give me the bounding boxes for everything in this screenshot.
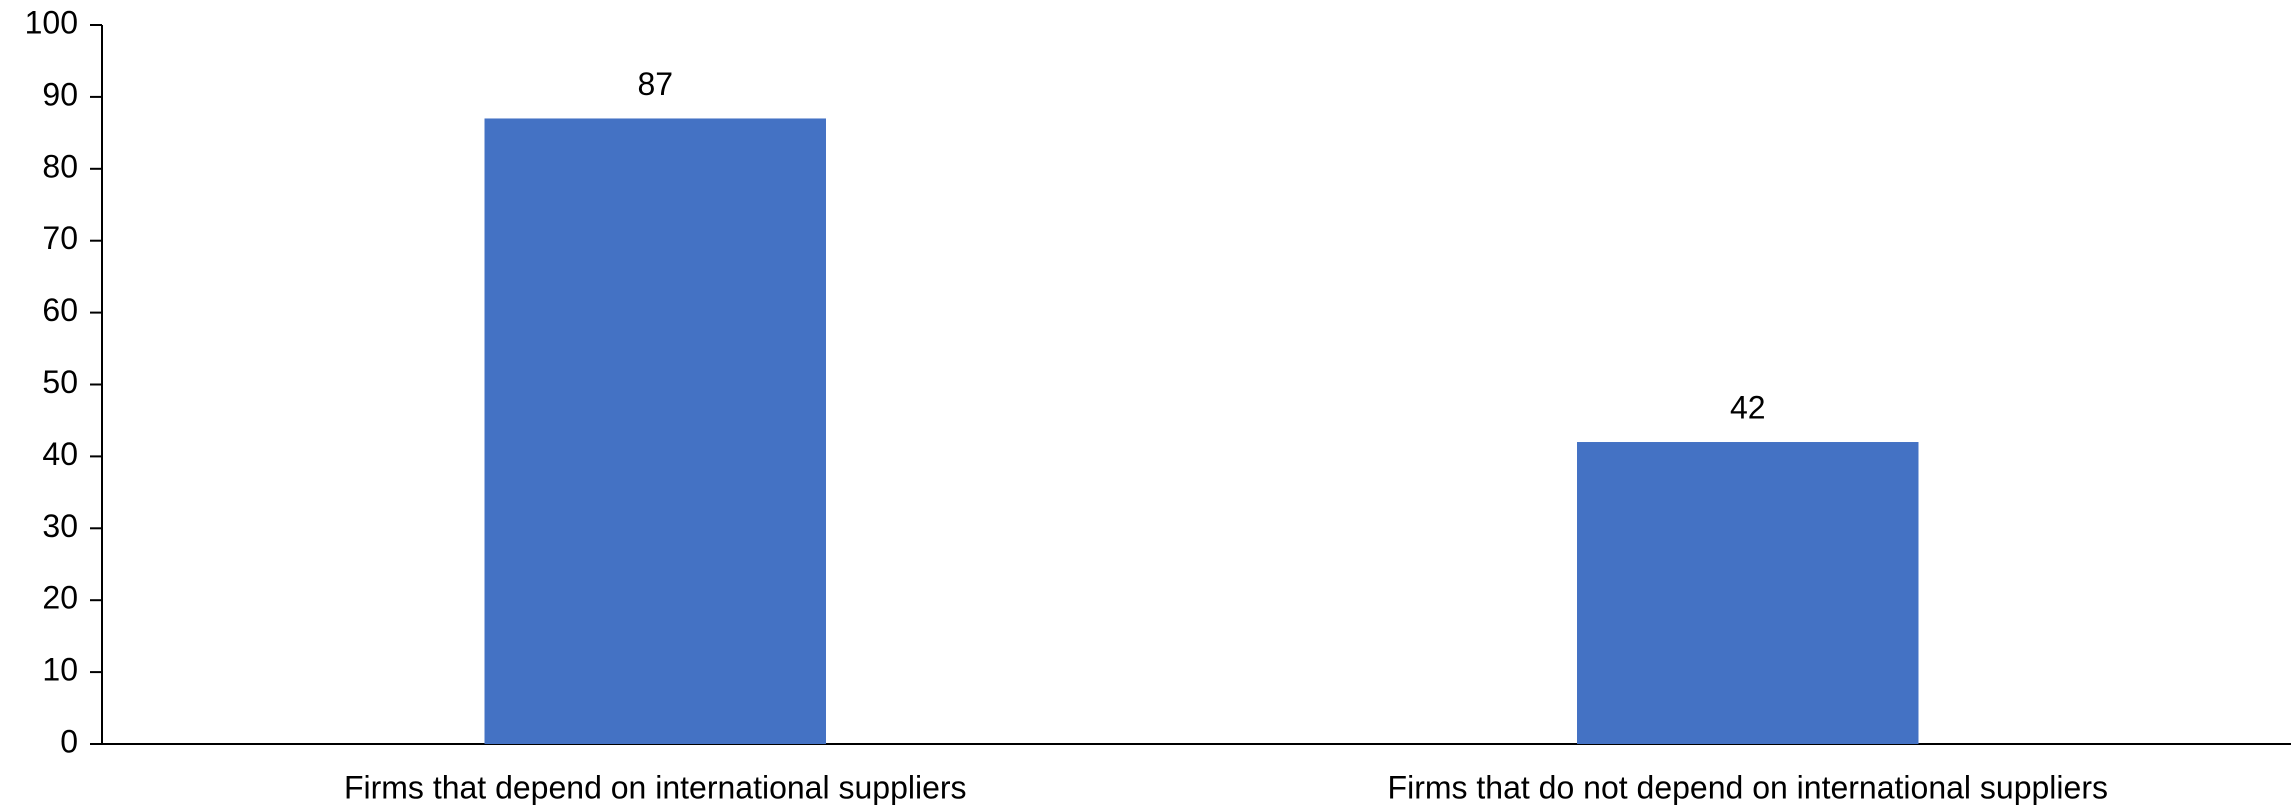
bar bbox=[484, 118, 826, 745]
y-tick-label: 30 bbox=[42, 508, 78, 544]
y-tick-label: 10 bbox=[42, 652, 78, 688]
x-tick-label: Firms that depend on international suppl… bbox=[344, 769, 967, 805]
x-tick-label: Firms that do not depend on internationa… bbox=[1388, 769, 2108, 805]
y-tick-label: 100 bbox=[25, 4, 78, 40]
value-label: 42 bbox=[1730, 389, 1766, 425]
y-tick-label: 80 bbox=[42, 148, 78, 184]
value-label: 87 bbox=[637, 66, 673, 102]
y-tick-label: 0 bbox=[60, 723, 78, 759]
y-tick-label: 90 bbox=[42, 76, 78, 112]
y-tick-label: 50 bbox=[42, 364, 78, 400]
y-tick-label: 70 bbox=[42, 220, 78, 256]
y-tick-label: 40 bbox=[42, 436, 78, 472]
y-tick-label: 60 bbox=[42, 292, 78, 328]
y-tick-label: 20 bbox=[42, 580, 78, 616]
bar bbox=[1577, 442, 1919, 744]
